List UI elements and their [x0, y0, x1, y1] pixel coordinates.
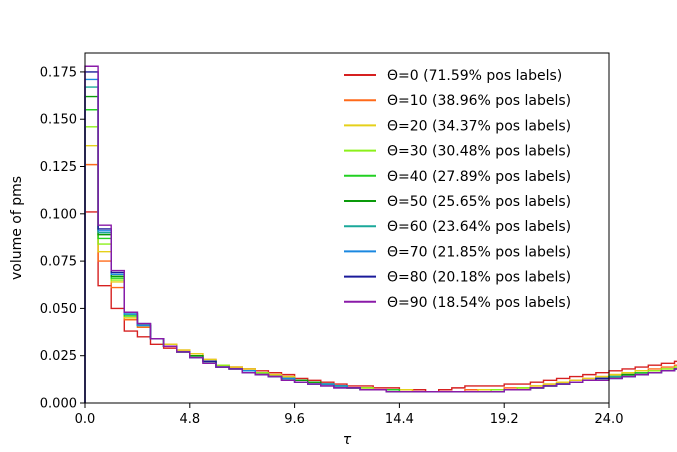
- legend-label-9: Θ=90 (18.54% pos labels): [387, 295, 571, 311]
- y-tick-label: 0.125: [40, 160, 77, 175]
- x-tick-label: 9.6: [284, 412, 305, 427]
- y-tick-label: 0.050: [40, 302, 77, 317]
- legend-label-8: Θ=80 (20.18% pos labels): [387, 270, 571, 286]
- x-axis: 0.0 4.8 9.6 14.4 19.2 24.0: [75, 403, 624, 427]
- y-axis-label: volume of pms: [9, 176, 25, 280]
- plot-frame: [84, 52, 610, 404]
- y-tick-label: 0.025: [40, 349, 77, 364]
- y-tick-label: 0.175: [40, 65, 77, 80]
- legend-label-6: Θ=60 (23.64% pos labels): [387, 219, 571, 235]
- x-tick-label: 19.2: [490, 412, 519, 427]
- y-tick-label: 0.000: [40, 397, 77, 412]
- x-tick-label: 4.8: [179, 412, 200, 427]
- x-tick-label: 0.0: [75, 412, 96, 427]
- legend: Θ=0 (71.59% pos labels) Θ=10 (38.96% pos …: [344, 68, 571, 311]
- x-axis-label: τ: [343, 432, 352, 448]
- legend-label-0: Θ=0 (71.59% pos labels): [387, 68, 562, 84]
- legend-label-1: Θ=10 (38.96% pos labels): [387, 93, 571, 109]
- legend-label-4: Θ=40 (27.89% pos labels): [387, 169, 571, 185]
- y-tick-label: 0.150: [40, 113, 77, 128]
- series-line-9: [84, 65, 677, 403]
- series-layer: [84, 65, 677, 403]
- legend-label-2: Θ=20 (34.37% pos labels): [387, 118, 571, 134]
- y-tick-label: 0.075: [40, 255, 77, 270]
- y-tick-label: 0.100: [40, 207, 77, 222]
- x-tick-label: 24.0: [595, 412, 624, 427]
- legend-label-3: Θ=30 (30.48% pos labels): [387, 144, 571, 160]
- y-axis: 0.000 0.025 0.050 0.075 0.100 0.125 0.150 0.175: [40, 65, 85, 412]
- legend-label-5: Θ=50 (25.65% pos labels): [387, 194, 571, 210]
- x-tick-label: 14.4: [385, 412, 414, 427]
- legend-label-7: Θ=70 (21.85% pos labels): [387, 244, 571, 260]
